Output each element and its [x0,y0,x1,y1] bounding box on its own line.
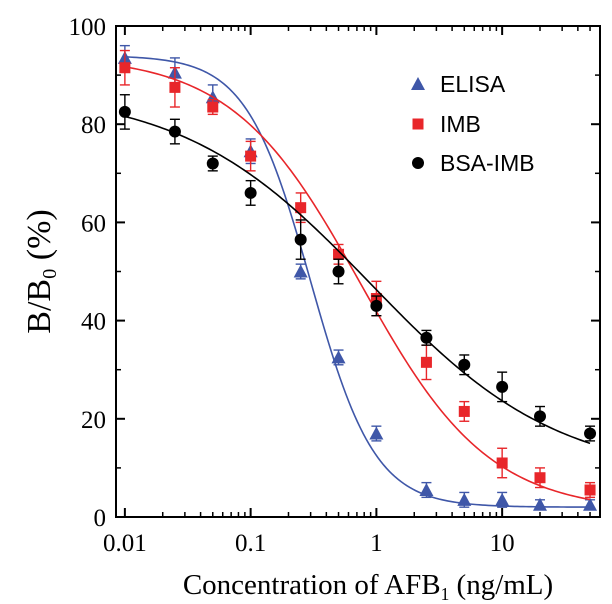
y-axis-title-tail: (%) [21,209,58,268]
legend-label: IMB [440,111,481,137]
y-axis-title-main: B/B [21,279,58,334]
fit-curve [124,115,591,445]
data-point [369,426,384,440]
legend-label: BSA-IMB [440,150,535,176]
y-axis-title-subscript: 0 [39,269,61,279]
data-point [419,482,434,496]
x-axis-title-tail: (ng/mL) [449,569,553,601]
data-point [244,186,257,199]
data-point [118,105,131,118]
x-tick-label: 1 [370,530,383,557]
data-point [119,62,131,74]
data-point [331,350,346,364]
y-tick-label: 20 [81,407,106,434]
series-imb [119,49,596,501]
x-tick-label: 0.01 [103,530,147,557]
data-point [169,81,181,93]
data-point [420,331,433,344]
data-point [245,150,257,162]
y-tick-label: 60 [81,210,106,237]
data-point [168,125,181,138]
legend: ELISA IMB BSA-IMB [411,71,535,176]
legend-marker [411,77,425,90]
data-point [534,472,546,484]
data-point [294,233,307,246]
x-tick-label: 0.1 [235,530,266,557]
legend-marker [412,118,424,130]
data-point [293,264,308,278]
data-point [496,380,509,393]
data-point [583,497,598,511]
data-point [584,427,597,440]
data-point [420,356,432,368]
y-axis-title: B/B0 (%) [21,209,61,333]
data-point [457,492,472,506]
data-point [370,299,383,312]
data-point [458,358,471,371]
fit-curve [124,56,591,508]
x-axis-title-main: Concentration of AFB [183,569,441,601]
x-tick-label: 10 [490,530,515,557]
data-point [295,202,307,214]
legend-item-bsa-imb: BSA-IMB [412,150,535,176]
legend-label: ELISA [440,71,506,97]
legend-item-imb: IMB [412,111,481,137]
y-tick-label: 40 [81,309,106,336]
fit-curve [124,66,591,501]
data-point [207,101,219,113]
data-point [495,492,510,506]
data-point [332,265,345,278]
data-point [496,457,508,469]
y-tick-label: 100 [69,14,107,41]
legend-marker [412,157,424,169]
x-axis-title: Concentration of AFB1 (ng/mL) [183,569,553,604]
data-point [532,497,547,511]
data-point [206,157,219,170]
legend-item-elisa: ELISA [411,71,506,97]
data-point [333,248,345,260]
y-tick-label: 0 [94,505,107,532]
data-point [458,405,470,417]
data-point [533,410,546,423]
y-tick-label: 80 [81,112,106,139]
data-point [584,484,596,496]
x-axis-title-subscript: 1 [441,584,450,604]
series-bsa-imb [118,94,597,445]
series-layer [117,44,598,511]
